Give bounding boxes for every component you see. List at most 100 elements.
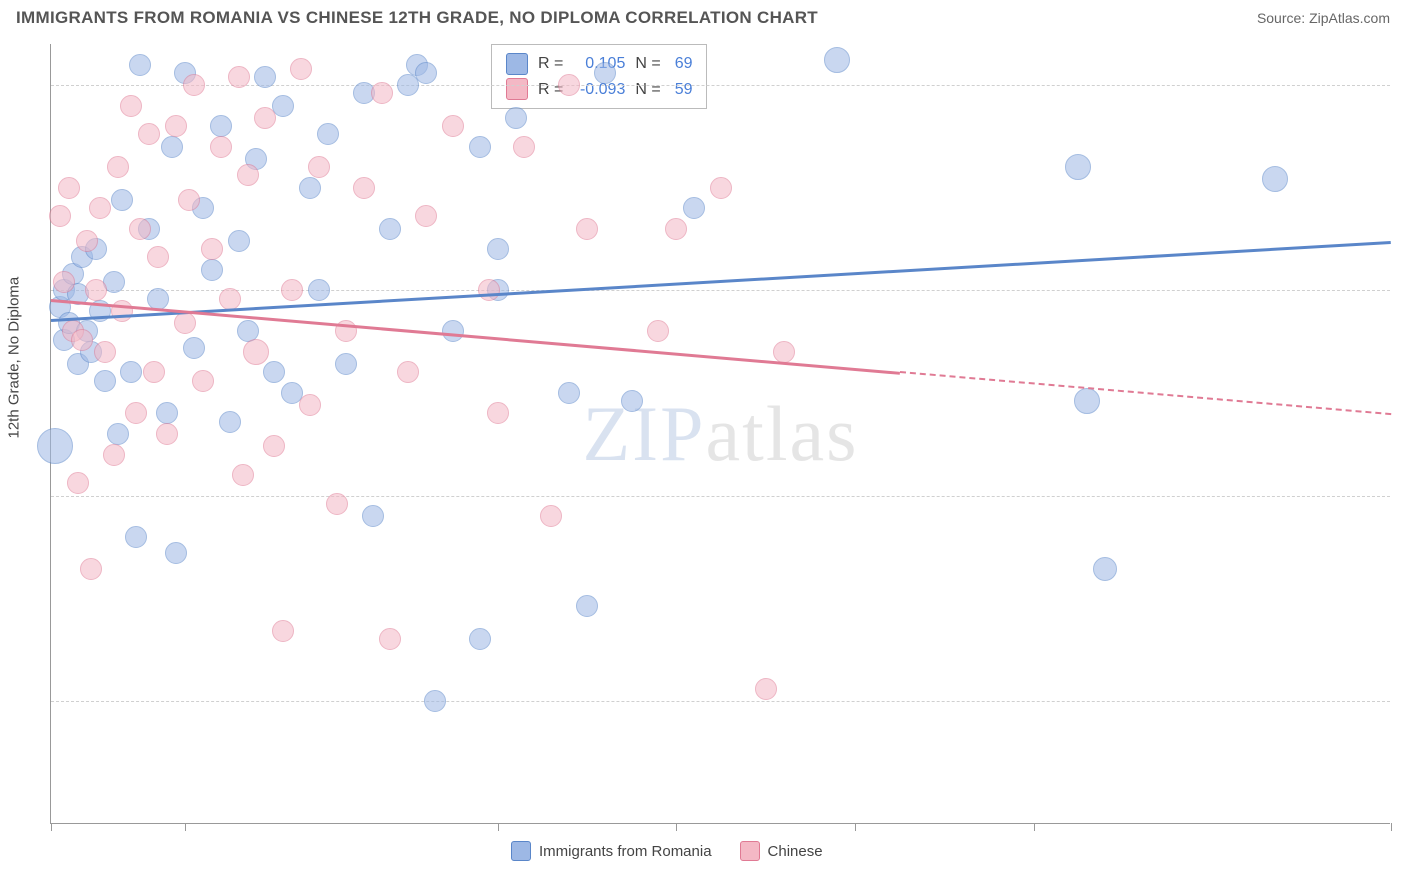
data-point-chinese <box>326 493 348 515</box>
watermark-atlas: atlas <box>706 390 859 477</box>
data-point-chinese <box>76 230 98 252</box>
data-point-chinese <box>710 177 732 199</box>
data-point-chinese <box>379 628 401 650</box>
data-point-chinese <box>755 678 777 700</box>
data-point-romania <box>576 595 598 617</box>
data-point-romania <box>37 428 73 464</box>
legend-item-chinese: Chinese <box>740 841 823 861</box>
swatch-chinese <box>506 78 528 100</box>
data-point-chinese <box>281 279 303 301</box>
data-point-chinese <box>210 136 232 158</box>
data-point-romania <box>469 628 491 650</box>
data-point-romania <box>120 361 142 383</box>
data-point-romania <box>824 47 850 73</box>
trend-line <box>51 241 1391 321</box>
data-point-chinese <box>540 505 562 527</box>
data-point-chinese <box>397 361 419 383</box>
gridline <box>51 85 1390 86</box>
data-point-romania <box>505 107 527 129</box>
gridline <box>51 290 1390 291</box>
data-point-chinese <box>558 74 580 96</box>
swatch-romania <box>506 53 528 75</box>
gridline <box>51 496 1390 497</box>
data-point-romania <box>254 66 276 88</box>
data-point-romania <box>263 361 285 383</box>
chart-header: IMMIGRANTS FROM ROMANIA VS CHINESE 12TH … <box>0 0 1406 40</box>
data-point-chinese <box>138 123 160 145</box>
data-point-romania <box>1262 166 1288 192</box>
n-label-2: N = <box>635 77 660 103</box>
x-tick <box>676 823 677 831</box>
x-tick <box>51 823 52 831</box>
data-point-romania <box>201 259 223 281</box>
data-point-romania <box>594 62 616 84</box>
data-point-romania <box>1065 154 1091 180</box>
data-point-chinese <box>53 271 75 293</box>
data-point-chinese <box>192 370 214 392</box>
data-point-chinese <box>129 218 151 240</box>
data-point-chinese <box>71 329 93 351</box>
data-point-chinese <box>290 58 312 80</box>
data-point-romania <box>299 177 321 199</box>
data-point-romania <box>210 115 232 137</box>
legend-label-chinese: Chinese <box>768 843 823 860</box>
data-point-chinese <box>442 115 464 137</box>
data-point-romania <box>219 411 241 433</box>
gridline <box>51 701 1390 702</box>
x-tick <box>1391 823 1392 831</box>
data-point-romania <box>107 423 129 445</box>
data-point-chinese <box>67 472 89 494</box>
data-point-chinese <box>165 115 187 137</box>
data-point-chinese <box>353 177 375 199</box>
data-point-romania <box>1093 557 1117 581</box>
data-point-romania <box>125 526 147 548</box>
data-point-chinese <box>156 423 178 445</box>
data-point-chinese <box>272 620 294 642</box>
data-point-romania <box>129 54 151 76</box>
data-point-romania <box>442 320 464 342</box>
data-point-chinese <box>85 279 107 301</box>
data-point-chinese <box>80 558 102 580</box>
data-point-romania <box>335 353 357 375</box>
data-point-chinese <box>174 312 196 334</box>
data-point-chinese <box>576 218 598 240</box>
data-point-romania <box>228 230 250 252</box>
data-point-romania <box>558 382 580 404</box>
data-point-romania <box>111 189 133 211</box>
data-point-chinese <box>228 66 250 88</box>
x-tick <box>1034 823 1035 831</box>
data-point-chinese <box>263 435 285 457</box>
data-point-chinese <box>487 402 509 424</box>
data-point-chinese <box>232 464 254 486</box>
data-point-romania <box>317 123 339 145</box>
data-point-chinese <box>120 95 142 117</box>
legend-swatch-romania <box>511 841 531 861</box>
trend-line <box>900 371 1391 415</box>
source-label: Source: ZipAtlas.com <box>1257 10 1390 26</box>
r-label: R = <box>538 51 563 77</box>
data-point-chinese <box>94 341 116 363</box>
legend-item-romania: Immigrants from Romania <box>511 841 712 861</box>
data-point-chinese <box>107 156 129 178</box>
data-point-chinese <box>111 300 133 322</box>
data-point-romania <box>1074 388 1100 414</box>
data-point-chinese <box>415 205 437 227</box>
trend-line <box>51 299 900 374</box>
chart-title: IMMIGRANTS FROM ROMANIA VS CHINESE 12TH … <box>16 8 818 28</box>
data-point-romania <box>308 279 330 301</box>
data-point-romania <box>424 690 446 712</box>
data-point-chinese <box>125 402 147 424</box>
data-point-chinese <box>647 320 669 342</box>
data-point-chinese <box>143 361 165 383</box>
data-point-romania <box>156 402 178 424</box>
data-point-chinese <box>58 177 80 199</box>
legend-label-romania: Immigrants from Romania <box>539 843 712 860</box>
data-point-chinese <box>201 238 223 260</box>
data-point-romania <box>469 136 491 158</box>
data-point-chinese <box>103 444 125 466</box>
data-point-romania <box>415 62 437 84</box>
data-point-chinese <box>183 74 205 96</box>
scatter-chart: ZIPatlas R = 0.105 N = 69 R = -0.093 N =… <box>50 44 1390 824</box>
data-point-romania <box>487 238 509 260</box>
data-point-chinese <box>254 107 276 129</box>
